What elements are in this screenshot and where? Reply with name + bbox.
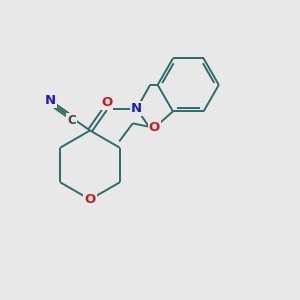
- Text: O: O: [149, 122, 160, 134]
- Text: O: O: [101, 96, 112, 109]
- Text: O: O: [84, 193, 96, 206]
- Text: N: N: [131, 102, 142, 116]
- Text: N: N: [45, 94, 56, 107]
- Text: C: C: [67, 114, 76, 127]
